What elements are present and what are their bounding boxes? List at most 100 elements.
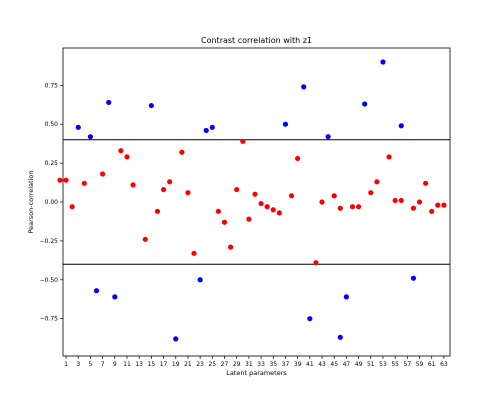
data-point xyxy=(264,204,270,210)
data-point xyxy=(416,199,423,205)
data-point xyxy=(69,204,75,210)
data-point xyxy=(349,204,356,210)
x-tick-label: 35 xyxy=(269,361,277,368)
data-point xyxy=(331,193,337,199)
data-point xyxy=(209,124,215,130)
y-tick-label: 0.25 xyxy=(45,160,59,167)
x-tick-label: 53 xyxy=(379,361,387,368)
y-tick-label: 0.75 xyxy=(45,82,59,89)
x-axis: 1 3 5 7 9 11 13 15 17 19 21 23 25 27 29 31 33 35 37 39 41 43 4… xyxy=(64,356,448,368)
y-axis-label: Pearson-correlation xyxy=(27,170,35,233)
y-tick-label: 0.00 xyxy=(45,199,59,206)
data-point xyxy=(288,193,295,199)
data-point xyxy=(362,101,368,107)
data-point xyxy=(386,154,392,160)
data-point xyxy=(252,191,258,197)
x-tick-label: 17 xyxy=(160,361,168,368)
data-point xyxy=(398,197,404,204)
chart-title: Contrast correlation with z1 xyxy=(201,36,312,45)
data-point xyxy=(325,134,331,140)
data-point xyxy=(337,205,343,211)
data-point xyxy=(81,180,87,186)
x-tick-label: 29 xyxy=(233,361,241,368)
data-point xyxy=(374,179,380,185)
y-axis: −0.75 −0.50 −0.25 0.00 0.25 0.50 0.75 xyxy=(40,82,63,323)
y-tick-label: 0.50 xyxy=(45,121,59,128)
data-point xyxy=(270,207,276,213)
data-point xyxy=(246,216,252,222)
data-point xyxy=(203,127,209,134)
data-point xyxy=(173,336,179,342)
data-point xyxy=(234,186,240,193)
x-tick-label: 37 xyxy=(282,361,290,368)
data-point xyxy=(191,250,197,256)
plot-frame xyxy=(62,47,451,357)
data-point xyxy=(112,294,118,300)
x-tick-label: 11 xyxy=(123,361,131,368)
data-point xyxy=(148,102,154,109)
x-tick-label: 25 xyxy=(208,361,216,368)
data-point xyxy=(118,148,124,154)
data-point xyxy=(227,244,234,250)
x-tick-label: 5 xyxy=(89,361,93,368)
x-tick-label: 33 xyxy=(257,361,265,368)
data-point xyxy=(355,204,362,210)
y-tick-label: −0.75 xyxy=(40,316,59,323)
data-point xyxy=(87,134,94,140)
data-point xyxy=(429,208,435,214)
y-tick-label: −0.25 xyxy=(40,238,59,245)
x-tick-label: 13 xyxy=(135,361,143,368)
data-point xyxy=(276,210,282,216)
data-point xyxy=(337,334,343,340)
data-point xyxy=(197,277,203,283)
data-point xyxy=(221,219,228,225)
data-point xyxy=(410,275,417,281)
data-point xyxy=(154,208,161,214)
data-point xyxy=(160,186,167,193)
data-point xyxy=(100,171,106,177)
x-tick-label: 15 xyxy=(148,361,156,368)
data-point xyxy=(307,316,313,322)
x-tick-label: 19 xyxy=(172,361,180,368)
x-tick-label: 41 xyxy=(306,361,314,368)
x-tick-label: 55 xyxy=(391,361,399,368)
x-tick-label: 57 xyxy=(404,361,412,368)
data-point xyxy=(142,236,148,242)
data-point xyxy=(124,154,130,160)
x-tick-label: 45 xyxy=(330,361,338,368)
data-point xyxy=(295,155,301,162)
x-tick-label: 3 xyxy=(76,361,80,368)
data-point xyxy=(167,179,173,185)
x-tick-label: 49 xyxy=(355,361,363,368)
x-tick-label: 27 xyxy=(221,361,229,368)
x-tick-label: 47 xyxy=(343,361,351,368)
data-point xyxy=(301,84,307,90)
data-point xyxy=(410,205,417,211)
x-tick-label: 63 xyxy=(440,361,448,368)
x-tick-label: 1 xyxy=(64,361,68,368)
data-points xyxy=(57,59,447,342)
x-tick-label: 31 xyxy=(245,361,253,368)
data-point xyxy=(130,182,136,188)
data-point xyxy=(179,149,185,155)
x-tick-label: 9 xyxy=(113,361,117,368)
data-point xyxy=(441,202,447,208)
data-point xyxy=(240,138,246,144)
data-point xyxy=(435,202,441,208)
data-point xyxy=(343,294,349,300)
data-point xyxy=(63,177,69,183)
x-axis-label: Latent parameters xyxy=(226,369,287,377)
x-tick-label: 51 xyxy=(367,361,375,368)
data-point xyxy=(368,190,374,196)
data-point xyxy=(106,99,112,106)
threshold-lines xyxy=(63,139,450,265)
x-tick-label: 61 xyxy=(428,361,436,368)
data-point xyxy=(423,180,429,186)
x-tick-label: 21 xyxy=(184,361,192,368)
x-tick-label: 7 xyxy=(101,361,105,368)
data-point xyxy=(75,124,81,130)
data-point xyxy=(57,177,63,183)
x-tick-label: 39 xyxy=(294,361,302,368)
data-point xyxy=(215,208,222,214)
data-point xyxy=(398,123,404,129)
